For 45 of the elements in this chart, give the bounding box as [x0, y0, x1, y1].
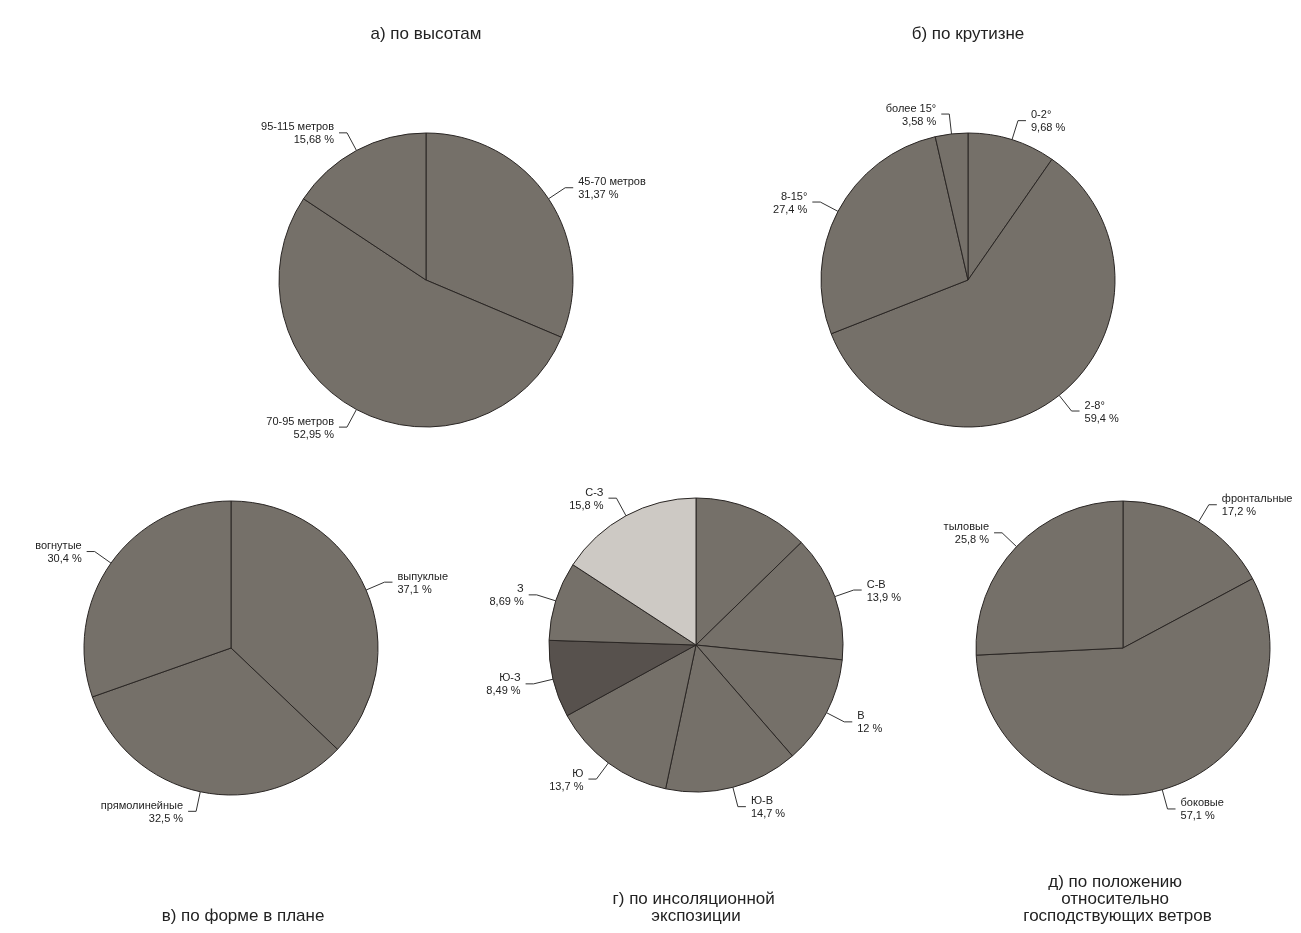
data-label: 59,4 %	[1084, 411, 1120, 424]
data-label: 57,1 %	[1180, 809, 1215, 822]
slice-label: С-В	[866, 577, 886, 590]
data-label: 13,7 %	[549, 779, 584, 792]
data-label: 27,4 %	[773, 202, 808, 215]
slice-label: выпуклые	[397, 569, 449, 582]
data-label: 32,5 %	[148, 811, 184, 824]
slice-label: более 15°	[885, 101, 937, 114]
slice-label: Ю-В	[750, 794, 774, 807]
text: в) по форме в плане	[161, 906, 325, 925]
data-label: 30,4 %	[47, 552, 82, 565]
slice-label: боковые	[1180, 796, 1224, 809]
data-label: 13,9 %	[866, 590, 902, 603]
slice-label: 70-95 метров	[266, 414, 335, 427]
slice-label: 45-70 метров	[578, 175, 646, 188]
data-label: 37,1 %	[397, 582, 432, 595]
data-label: 14,7 %	[750, 807, 786, 820]
data-label: 17,2 %	[1221, 505, 1257, 518]
data-label: 31,37 %	[578, 188, 619, 201]
text: д) по положению относительно господствующих ветров	[1023, 872, 1212, 925]
data-label: 9,68 %	[1030, 121, 1066, 134]
slice-label: З	[517, 582, 525, 595]
slice-label: тыловые	[943, 520, 990, 533]
text: г) по инсоляционной экспозиции	[612, 889, 780, 925]
data-label: 12 %	[857, 722, 883, 735]
slice-label: фронтальные	[1221, 492, 1293, 505]
slice-label: 95-115 метров	[261, 120, 335, 133]
slice-label: вогнутые	[35, 539, 82, 552]
slice-label: С-З	[585, 485, 604, 498]
chart-title: а) по высотам	[370, 24, 482, 43]
data-label: 25,8 %	[954, 533, 990, 546]
data-label: 15,68 %	[293, 133, 335, 146]
data-label: 15,8 %	[569, 498, 604, 511]
slice-label: Ю	[572, 766, 584, 779]
data-label: 52,95 %	[293, 427, 335, 440]
slice-label: 8-15°	[780, 189, 808, 202]
data-label: 8,69 %	[489, 595, 524, 608]
slice-label: Ю-З	[499, 671, 521, 684]
data-label: 3,58 %	[902, 114, 937, 127]
slice-label: прямолинейные	[100, 798, 184, 811]
chart-title: б) по крутизне	[911, 24, 1025, 43]
data-label: 8,49 %	[486, 684, 521, 697]
slice-label: 0-2°	[1030, 108, 1052, 121]
slice-label: 2-8°	[1084, 398, 1105, 411]
slice-label: В	[857, 709, 865, 722]
